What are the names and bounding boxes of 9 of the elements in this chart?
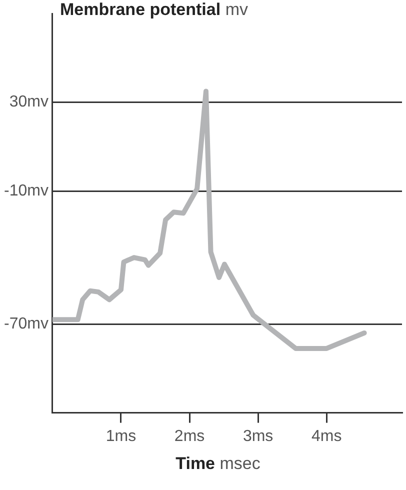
x-tick-label: 3ms: [242, 428, 274, 445]
x-axis-title: Time msec: [174, 454, 262, 474]
y-tick-label: 30mv: [9, 94, 48, 111]
y-axis-title: Membrane potential mv: [60, 0, 248, 20]
x-tick-label: 1ms: [106, 428, 136, 445]
y-tick-label: -10mv: [4, 182, 48, 200]
x-tick-label: 4ms: [311, 428, 342, 445]
y-tick-label: -70mv: [4, 315, 48, 332]
x-tick-label: 2ms: [174, 428, 205, 445]
